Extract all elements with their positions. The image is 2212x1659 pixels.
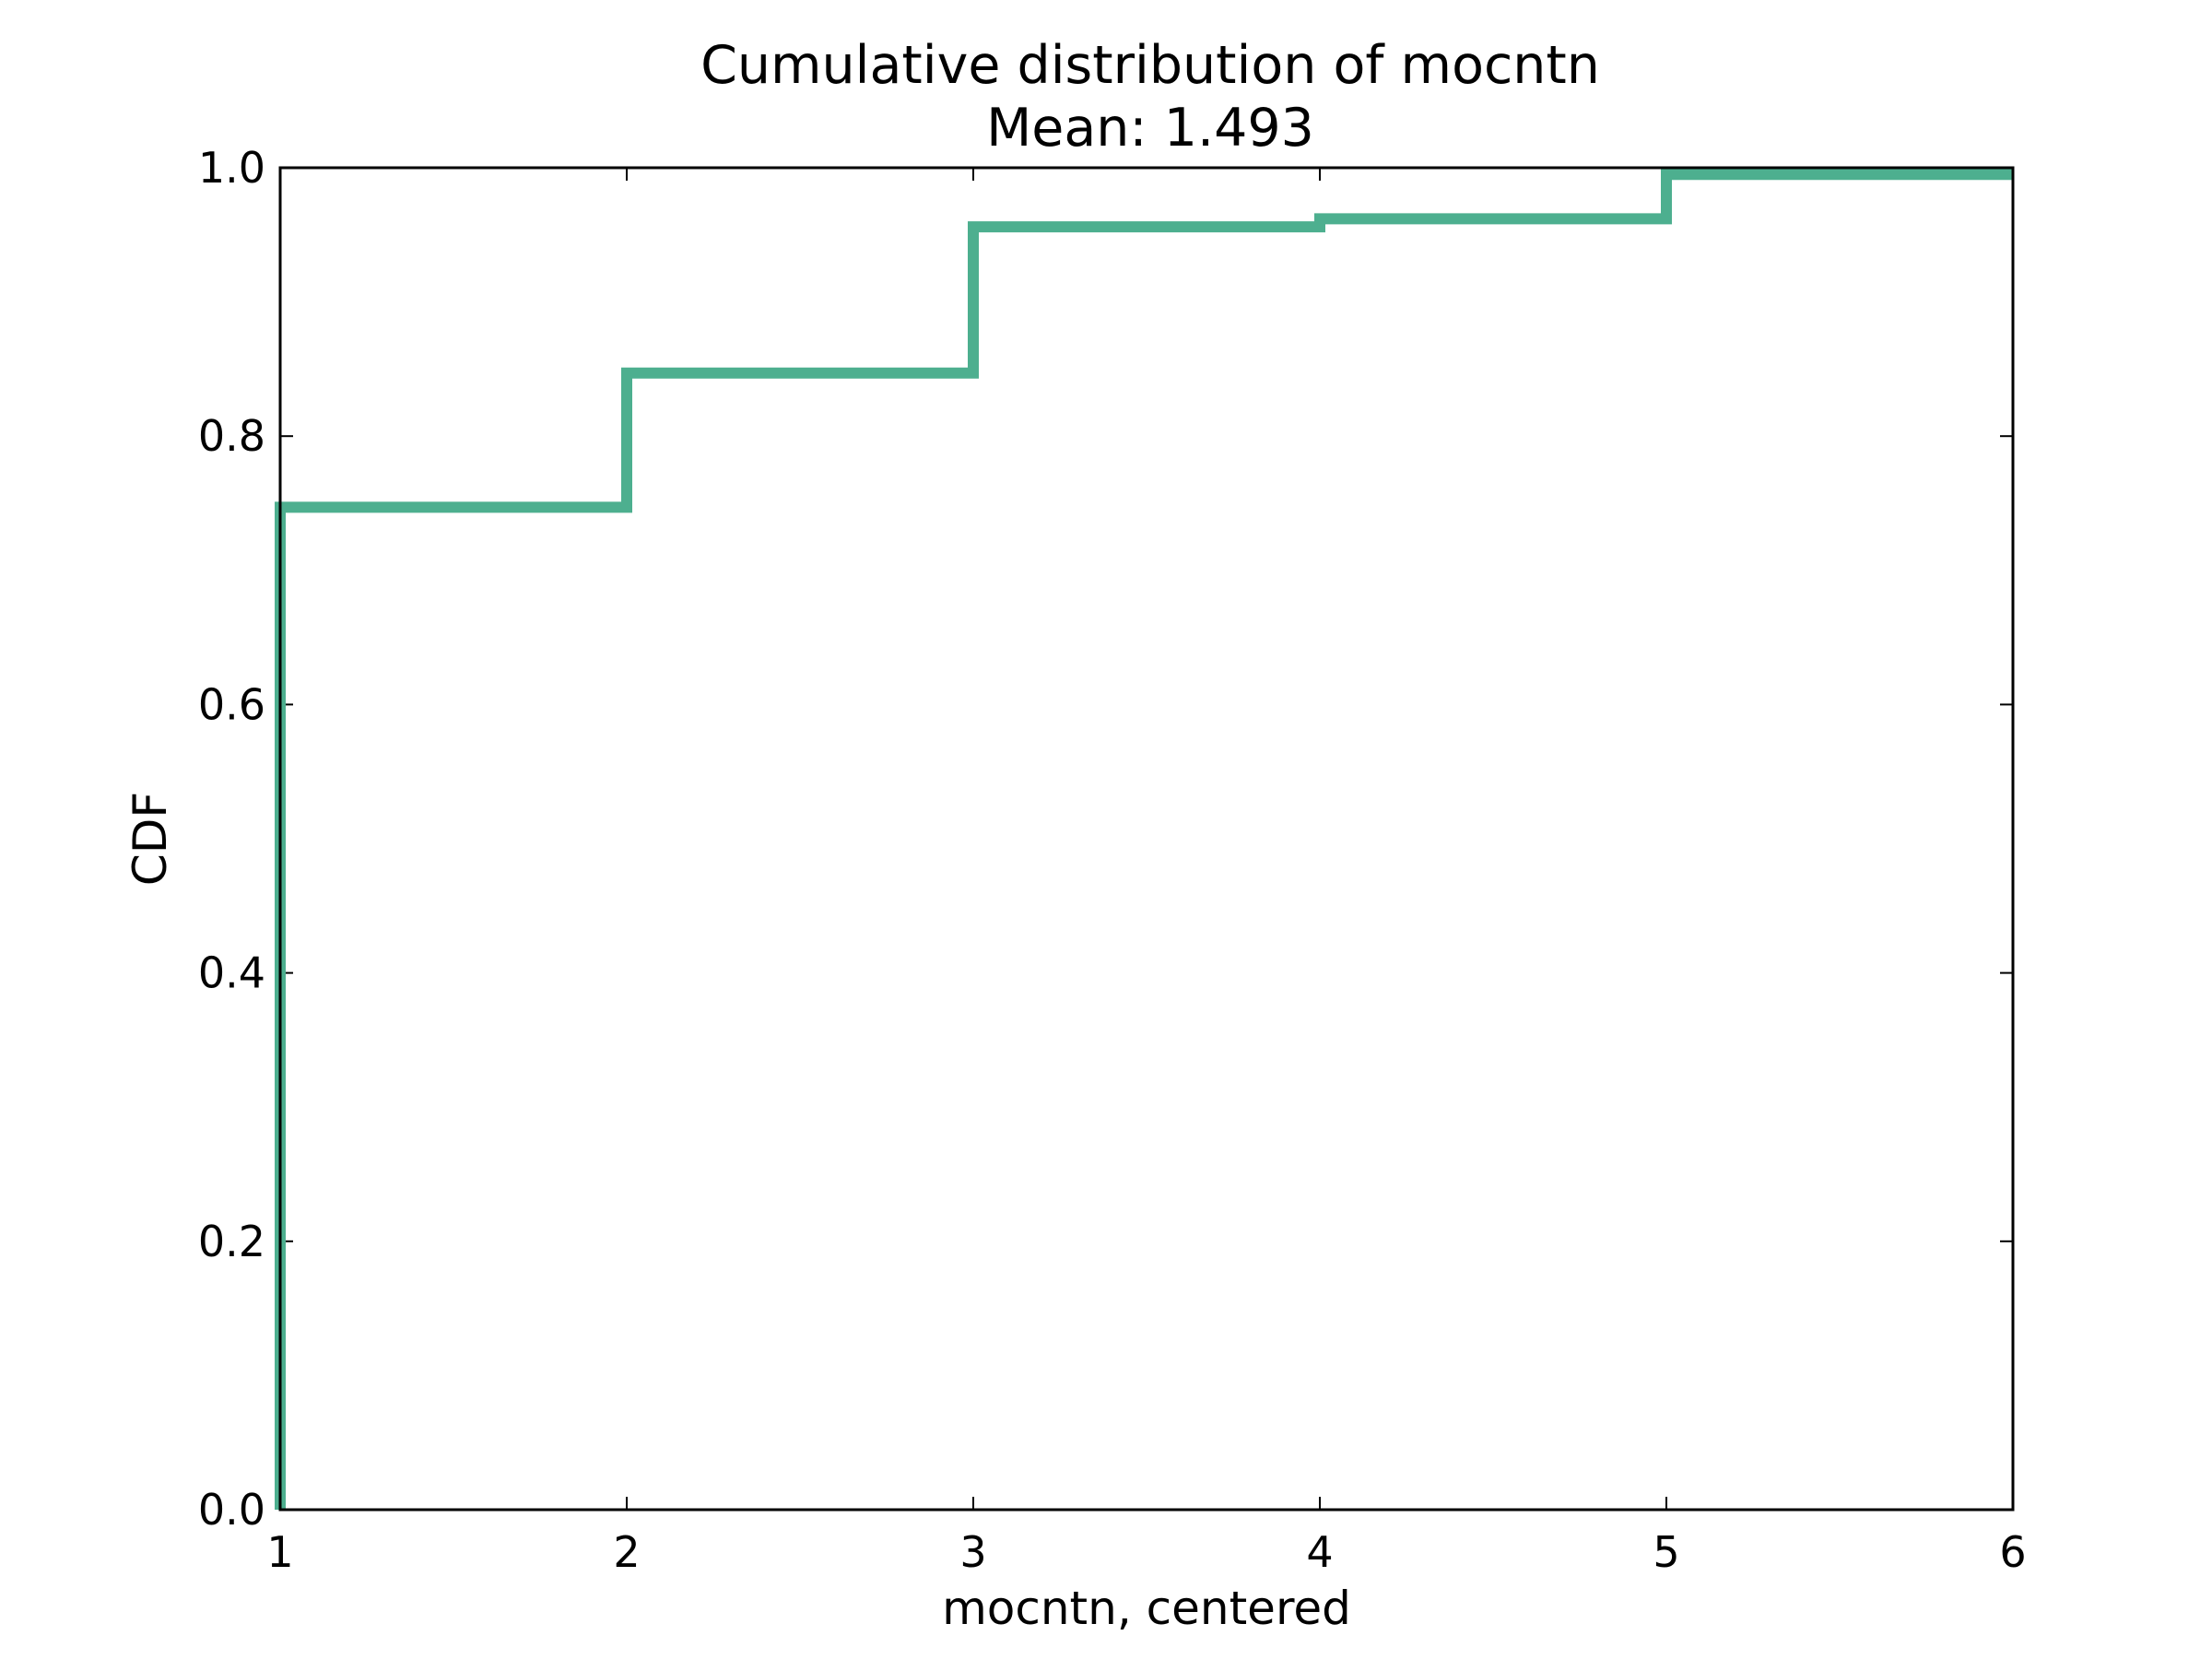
chart-subtitle: Mean: 1.493 (986, 98, 1314, 159)
x-tick-label: 5 (1653, 1527, 1679, 1577)
y-tick-label: 0.2 (198, 1217, 265, 1266)
x-tick-label: 2 (613, 1527, 640, 1577)
plot-frame (278, 166, 2015, 1512)
chart-title: Cumulative distribution of mocntn (700, 35, 1600, 96)
x-tick-label: 4 (1306, 1527, 1333, 1577)
x-tick-label: 1 (266, 1527, 293, 1577)
tick-layer: 1 2 3 4 5 6 0.0 0.2 0.4 0.6 0.8 1.0 (198, 143, 2027, 1577)
y-tick-label: 0.6 (198, 679, 265, 729)
y-tick-label: 0.4 (198, 948, 265, 998)
y-tick-label: 1.0 (198, 143, 265, 193)
x-axis-label: mocntn, centered (942, 1582, 1351, 1635)
x-tick-label: 6 (1999, 1527, 2026, 1577)
y-tick-label: 0.0 (198, 1485, 265, 1535)
y-tick-label: 0.8 (198, 411, 265, 461)
x-tick-label: 3 (959, 1527, 986, 1577)
cdf-series-line (275, 169, 2013, 1510)
y-axis-label: CDF (124, 792, 177, 886)
series-layer (275, 169, 2013, 1510)
